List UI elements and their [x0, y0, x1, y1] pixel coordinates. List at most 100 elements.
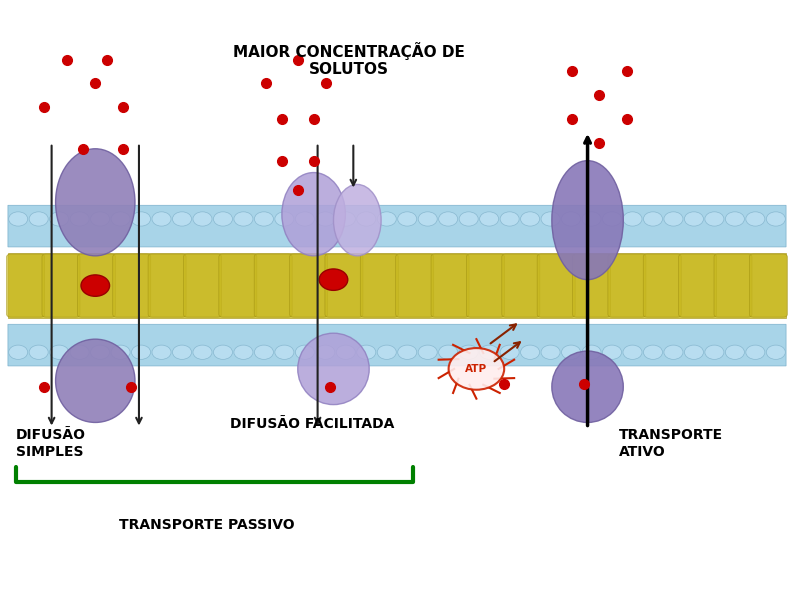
FancyBboxPatch shape	[750, 254, 788, 317]
Circle shape	[70, 212, 89, 226]
Circle shape	[295, 212, 314, 226]
Circle shape	[275, 212, 294, 226]
Circle shape	[643, 345, 662, 359]
Circle shape	[521, 212, 540, 226]
Circle shape	[438, 212, 457, 226]
Circle shape	[418, 345, 437, 359]
Circle shape	[623, 212, 642, 226]
Circle shape	[480, 345, 499, 359]
Circle shape	[623, 345, 642, 359]
Circle shape	[726, 212, 745, 226]
Circle shape	[193, 345, 212, 359]
FancyBboxPatch shape	[431, 254, 469, 317]
FancyBboxPatch shape	[8, 324, 786, 366]
Circle shape	[319, 269, 348, 290]
Ellipse shape	[56, 149, 135, 256]
Circle shape	[603, 212, 622, 226]
Circle shape	[49, 212, 68, 226]
Circle shape	[111, 345, 130, 359]
FancyBboxPatch shape	[77, 254, 115, 317]
Ellipse shape	[56, 339, 135, 422]
Circle shape	[49, 345, 68, 359]
Circle shape	[295, 345, 314, 359]
Circle shape	[132, 345, 151, 359]
Circle shape	[254, 212, 273, 226]
FancyBboxPatch shape	[42, 254, 80, 317]
Circle shape	[29, 345, 48, 359]
Circle shape	[766, 345, 785, 359]
FancyBboxPatch shape	[608, 254, 646, 317]
Circle shape	[152, 212, 171, 226]
Circle shape	[9, 212, 28, 226]
Circle shape	[459, 212, 478, 226]
FancyBboxPatch shape	[538, 254, 575, 317]
FancyBboxPatch shape	[572, 254, 611, 317]
Circle shape	[214, 345, 233, 359]
Circle shape	[214, 212, 233, 226]
Circle shape	[459, 345, 478, 359]
Circle shape	[684, 345, 703, 359]
Circle shape	[746, 212, 765, 226]
FancyBboxPatch shape	[8, 205, 786, 247]
Circle shape	[664, 345, 683, 359]
Circle shape	[91, 212, 110, 226]
Circle shape	[9, 345, 28, 359]
Circle shape	[582, 212, 601, 226]
Circle shape	[521, 345, 540, 359]
FancyBboxPatch shape	[183, 254, 222, 317]
Circle shape	[705, 212, 724, 226]
Circle shape	[91, 345, 110, 359]
Circle shape	[684, 212, 703, 226]
Circle shape	[193, 212, 212, 226]
Circle shape	[377, 345, 396, 359]
Circle shape	[541, 212, 560, 226]
Text: TRANSPORTE
ATIVO: TRANSPORTE ATIVO	[619, 428, 723, 459]
FancyBboxPatch shape	[679, 254, 717, 317]
Circle shape	[357, 345, 376, 359]
Circle shape	[766, 212, 785, 226]
Circle shape	[561, 345, 580, 359]
FancyBboxPatch shape	[290, 254, 328, 317]
FancyBboxPatch shape	[148, 254, 186, 317]
Circle shape	[582, 345, 601, 359]
Circle shape	[398, 345, 417, 359]
Circle shape	[172, 212, 191, 226]
Circle shape	[234, 345, 253, 359]
Text: DIFUSÃO FACILITADA: DIFUSÃO FACILITADA	[230, 416, 395, 431]
Text: DIFUSÃO
SIMPLES: DIFUSÃO SIMPLES	[16, 428, 86, 459]
Circle shape	[664, 212, 683, 226]
Circle shape	[275, 345, 294, 359]
Circle shape	[418, 212, 437, 226]
FancyBboxPatch shape	[395, 254, 434, 317]
Circle shape	[746, 345, 765, 359]
Circle shape	[541, 345, 560, 359]
FancyBboxPatch shape	[466, 254, 504, 317]
Circle shape	[705, 345, 724, 359]
FancyBboxPatch shape	[714, 254, 752, 317]
Circle shape	[603, 345, 622, 359]
Circle shape	[152, 345, 171, 359]
FancyBboxPatch shape	[219, 254, 256, 317]
Ellipse shape	[282, 173, 345, 256]
Circle shape	[234, 212, 253, 226]
Circle shape	[500, 345, 519, 359]
Circle shape	[500, 212, 519, 226]
Bar	[8, 253, 786, 318]
Circle shape	[643, 212, 662, 226]
Circle shape	[337, 345, 356, 359]
Circle shape	[70, 345, 89, 359]
Circle shape	[377, 212, 396, 226]
Circle shape	[398, 212, 417, 226]
Circle shape	[357, 212, 376, 226]
Text: ATP: ATP	[465, 364, 488, 374]
Ellipse shape	[552, 351, 623, 422]
FancyBboxPatch shape	[502, 254, 540, 317]
Circle shape	[172, 345, 191, 359]
Circle shape	[449, 348, 504, 390]
Ellipse shape	[298, 333, 369, 405]
Circle shape	[316, 212, 335, 226]
FancyBboxPatch shape	[254, 254, 292, 317]
Circle shape	[726, 345, 745, 359]
Circle shape	[81, 275, 110, 296]
Circle shape	[438, 345, 457, 359]
